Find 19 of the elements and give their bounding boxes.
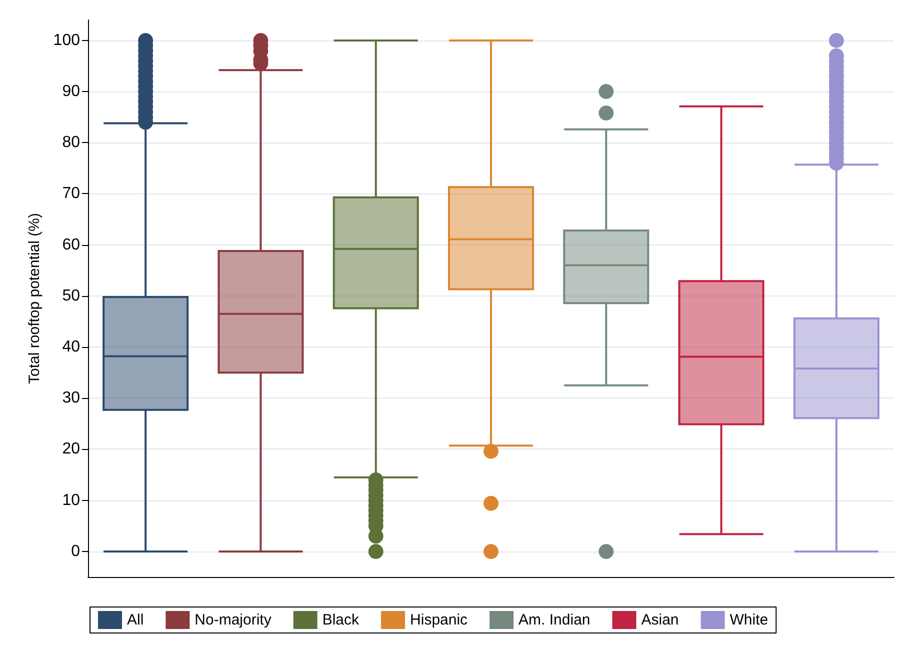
y-tick-label: 90: [62, 83, 80, 100]
legend-label: Asian: [641, 612, 679, 628]
legend-label: No-majority: [194, 612, 272, 628]
legend-label: Black: [322, 612, 360, 628]
y-tick-label: 40: [62, 338, 80, 356]
y-tick-label: 80: [62, 134, 80, 152]
y-tick-label: 60: [62, 236, 80, 254]
y-tick-label: 0: [71, 542, 80, 560]
legend-label: All: [127, 612, 144, 628]
legend-label: White: [730, 612, 768, 628]
y-axis-title: Total rooftop potential (%): [26, 213, 43, 384]
y-tick-label: 30: [62, 390, 80, 407]
y-tick-label: 100: [53, 32, 80, 49]
y-tick-label: 10: [62, 492, 80, 509]
legend-label: Am. Indian: [518, 612, 590, 628]
y-tick-label: 50: [62, 287, 80, 304]
legend-label: Hispanic: [410, 612, 468, 628]
y-tick-label: 70: [62, 185, 80, 202]
y-tick-label: 20: [62, 440, 80, 458]
